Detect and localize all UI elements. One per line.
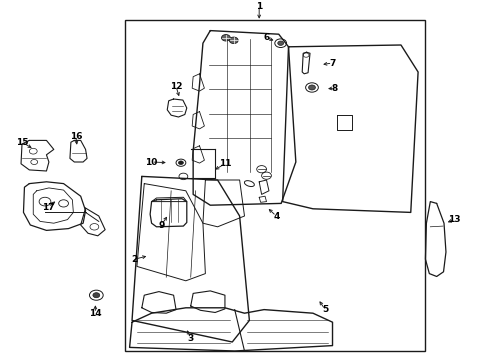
Text: 17: 17 <box>41 202 54 211</box>
Circle shape <box>277 41 283 45</box>
Text: 2: 2 <box>131 255 137 264</box>
Text: 8: 8 <box>331 84 337 93</box>
Text: 9: 9 <box>158 220 164 230</box>
Circle shape <box>178 161 183 165</box>
Text: 14: 14 <box>89 309 102 318</box>
Text: 11: 11 <box>218 159 231 168</box>
Text: 1: 1 <box>256 2 262 11</box>
Circle shape <box>308 85 315 90</box>
Text: 16: 16 <box>69 132 82 141</box>
Text: 6: 6 <box>263 33 269 42</box>
Circle shape <box>221 35 230 41</box>
Text: 3: 3 <box>187 334 193 343</box>
Text: 5: 5 <box>322 305 327 314</box>
Circle shape <box>93 293 100 298</box>
Text: 4: 4 <box>272 212 279 220</box>
Bar <box>124 20 425 351</box>
Circle shape <box>229 37 238 44</box>
Text: 10: 10 <box>145 158 158 166</box>
Text: 7: 7 <box>328 59 335 68</box>
Text: 13: 13 <box>447 215 460 224</box>
Text: 15: 15 <box>16 138 28 147</box>
Text: 12: 12 <box>169 82 182 91</box>
